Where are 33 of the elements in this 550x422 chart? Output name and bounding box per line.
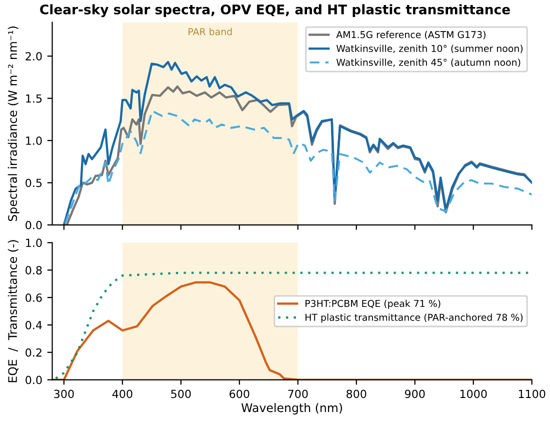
y-tick-label: 0.8 bbox=[26, 266, 42, 274]
y-tick-label: 0.6 bbox=[26, 293, 42, 302]
y-tick-label: 0.4 bbox=[26, 320, 42, 330]
y-tick-label: 0.0 bbox=[26, 220, 42, 230]
line-series bbox=[62, 60, 532, 225]
x-tick-label: 900 bbox=[404, 390, 425, 398]
y-tick-label: 0.0 bbox=[26, 376, 42, 384]
x-tick-label: 800 bbox=[346, 390, 366, 398]
legend-label: P3HT:PCBM EQE (peak 71 %) bbox=[306, 300, 440, 309]
y-tick-label: 1.0 bbox=[26, 238, 42, 248]
x-tick-label: 500 bbox=[171, 390, 191, 398]
x-tick-label: 1100 bbox=[518, 390, 546, 398]
legend-label: AM1.5G reference (ASTM G173) bbox=[336, 30, 486, 40]
y-tick-label: 1.0 bbox=[26, 136, 42, 145]
x-axis-title: Wavelength (nm) bbox=[241, 403, 342, 414]
legend-label: HT plastic transmittance (PAR-anchored 78 %) bbox=[306, 314, 523, 323]
chart-title: Clear-sky solar spectra, OPV EQE, and HT plastic transmittance bbox=[40, 4, 510, 18]
x-tick-label: 1000 bbox=[460, 390, 487, 398]
y-axis-title: EQE / Transmittance (-) bbox=[8, 240, 18, 382]
y-tick-label: 0.2 bbox=[26, 348, 42, 357]
y-axis-title: Spectral irradiance (W m⁻² nm⁻¹) bbox=[8, 26, 20, 222]
line-series bbox=[66, 85, 532, 225]
x-tick-label: 300 bbox=[54, 390, 74, 398]
band-label: PAR band bbox=[188, 28, 232, 36]
x-tick-label: 400 bbox=[112, 390, 132, 398]
y-tick-label: 0.5 bbox=[26, 178, 42, 188]
x-tick-label: 700 bbox=[288, 390, 308, 398]
legend-label: Watkinsville, zenith 45° (autumn noon) bbox=[336, 58, 520, 68]
y-tick-label: 2.0 bbox=[26, 52, 42, 61]
x-tick-label: 600 bbox=[230, 390, 250, 398]
legend-label: Watkinsville, zenith 10° (summer noon) bbox=[336, 44, 523, 54]
line-series bbox=[64, 110, 532, 224]
y-tick-label: 1.5 bbox=[26, 94, 42, 103]
